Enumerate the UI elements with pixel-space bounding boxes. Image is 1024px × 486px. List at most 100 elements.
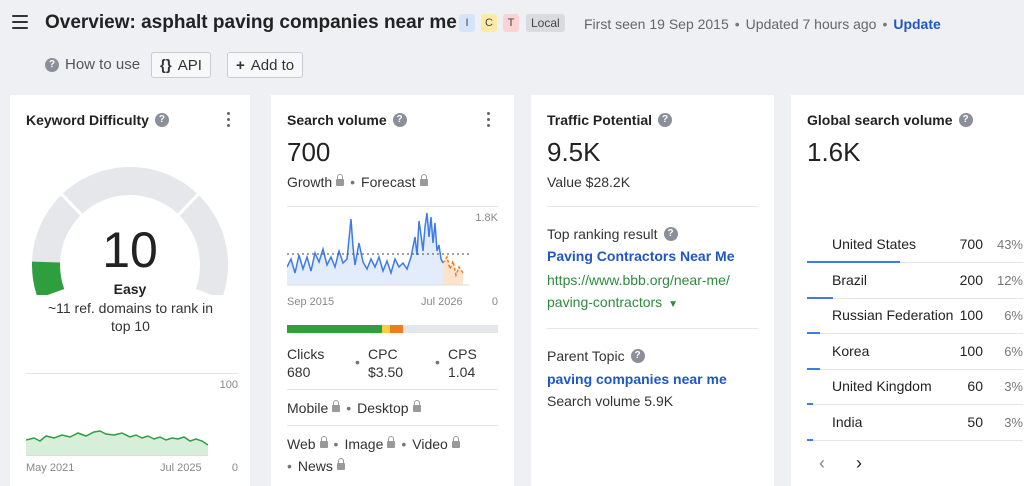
country-row[interactable]: Brazil 200 12% [807, 264, 1023, 299]
tp-value: 9.5K [547, 137, 601, 167]
search-volume-card: Search volume ? 700 Growth • Forecast 1.8K… [271, 95, 514, 486]
image-label[interactable]: Image [344, 436, 384, 452]
chevron-left-icon[interactable]: ‹ [819, 453, 825, 473]
cps-metric: CPS 1.04 [448, 345, 477, 381]
news-label[interactable]: News [297, 458, 333, 474]
api-button[interactable]: {} API [151, 52, 211, 78]
parent-topic-link[interactable]: paving companies near me [547, 371, 727, 387]
card-title: Global search volume ? [807, 112, 973, 128]
separator-dot: • [435, 354, 440, 370]
sv-title: Search volume [287, 112, 387, 128]
country-name: Brazil [832, 271, 868, 288]
lock-icon [451, 436, 460, 448]
how-to-use-link[interactable]: ? How to use [45, 56, 140, 73]
country-row[interactable]: India 50 3% [807, 406, 1023, 441]
kd-chart-ymin: 0 [231, 462, 238, 474]
forecast-label[interactable]: Forecast [361, 174, 416, 190]
help-icon[interactable]: ? [658, 113, 673, 127]
traffic-potential-card: Traffic Potential ? 9.5K Value $28.2K To… [531, 95, 774, 486]
country-share-bar [807, 438, 814, 441]
divider [287, 389, 498, 390]
country-row[interactable]: Russian Federation 100 6% [807, 299, 1023, 334]
country-share: 3% [1004, 414, 1023, 430]
intent-commercial-badge: C [481, 14, 497, 32]
top-result-title-link[interactable]: Paving Contractors Near Me [547, 248, 735, 264]
kd-chart-xstart: May 2021 [26, 462, 75, 474]
country-share: 6% [1004, 343, 1023, 359]
web-label[interactable]: Web [287, 436, 316, 452]
country-row[interactable]: United Kingdom 60 3% [807, 370, 1023, 405]
card-title: Search volume ? [287, 112, 407, 128]
country-name: United Kingdom [832, 378, 932, 394]
kd-chart-xend: Jul 2025 [160, 462, 202, 474]
keyword-meta: First seen 19 Sep 2015 • Updated 7 hours a… [584, 16, 941, 32]
parent-topic-label: Parent Topic [547, 348, 625, 364]
country-share: 6% [1004, 308, 1023, 323]
sv-chart-ymin: 0 [491, 296, 498, 308]
sv-history-chart [287, 212, 469, 286]
updated-time: Updated 7 hours ago [745, 16, 877, 32]
cpc-label: CPC [368, 346, 398, 362]
kd-subtext: ~11 ref. domains to rank in top 10 [47, 300, 214, 334]
keyword-difficulty-card: Keyword Difficulty ? 10 Easy ~11 ref. do… [10, 95, 250, 486]
help-icon[interactable]: ? [630, 349, 645, 363]
add-to-button[interactable]: + Add to [227, 52, 304, 78]
help-icon[interactable]: ? [392, 113, 407, 127]
kd-title: Keyword Difficulty [26, 112, 149, 128]
help-icon[interactable]: ? [154, 113, 169, 127]
top-result-label: Top ranking result [547, 226, 658, 242]
more-options-icon[interactable] [227, 112, 231, 128]
search-type-row-2: • News [287, 458, 345, 474]
distribution-segment [403, 325, 498, 333]
cps-value: 1.04 [448, 364, 476, 380]
more-options-icon[interactable] [487, 112, 491, 128]
country-row[interactable]: Korea 100 6% [807, 335, 1023, 370]
desktop-label[interactable]: Desktop [357, 400, 409, 416]
country-volume: 50 [967, 413, 983, 430]
toolbar: ? How to use {} API + Add to [0, 52, 1024, 80]
clicks-label: Clicks [287, 346, 325, 362]
divider [547, 328, 758, 329]
help-icon[interactable]: ? [958, 113, 973, 127]
country-volume: 100 [959, 307, 983, 323]
lock-icon [319, 436, 328, 448]
sv-chart-ymax: 1.8K [475, 212, 498, 224]
country-name: India [832, 413, 863, 430]
gsv-value: 1.6K [807, 137, 861, 167]
help-icon[interactable]: ? [663, 227, 678, 241]
caret-down-icon[interactable]: ▼ [668, 299, 678, 310]
sv-chart-xend: Jul 2026 [421, 296, 463, 308]
video-label[interactable]: Video [412, 436, 448, 452]
global-search-volume-card: Global search volume ? 1.6K United State… [791, 95, 1024, 486]
lock-icon [336, 174, 345, 186]
country-volume: 60 [967, 378, 983, 394]
divider [287, 206, 498, 207]
page-title: Overview: asphalt paving companies near … [45, 12, 457, 33]
intent-transactional-badge: T [503, 14, 519, 32]
country-name: United States [832, 236, 917, 252]
cpc-metric: CPC $3.50 [368, 345, 403, 381]
distribution-segment [381, 325, 391, 333]
top-result-url-line2[interactable]: paving-contractors ▼ [547, 294, 678, 310]
country-share: 12% [996, 272, 1023, 288]
click-distribution-bar [287, 325, 498, 333]
country-volume: 700 [959, 236, 983, 252]
help-icon: ? [45, 57, 59, 72]
country-name: Korea [832, 342, 870, 359]
update-link[interactable]: Update [893, 16, 941, 32]
cps-label: CPS [448, 346, 477, 362]
chevron-right-icon[interactable]: › [856, 453, 862, 473]
growth-label[interactable]: Growth [287, 174, 333, 190]
menu-icon[interactable] [12, 15, 28, 29]
sv-chart-xstart: Sep 2015 [287, 296, 335, 308]
mobile-label[interactable]: Mobile [287, 400, 329, 416]
country-share-bar [807, 367, 820, 370]
country-share-bar [807, 296, 833, 299]
braces-icon: {} [160, 56, 172, 74]
card-title: Traffic Potential ? [547, 112, 673, 128]
top-result-url-path[interactable]: paving-contractors [547, 294, 663, 310]
country-name: Russian Federation [832, 307, 954, 323]
top-result-url-line1[interactable]: https://www.bbb.org/near-me/ [547, 272, 730, 288]
country-row[interactable]: United States 700 43% [807, 228, 1023, 263]
country-share-bar [807, 403, 814, 405]
